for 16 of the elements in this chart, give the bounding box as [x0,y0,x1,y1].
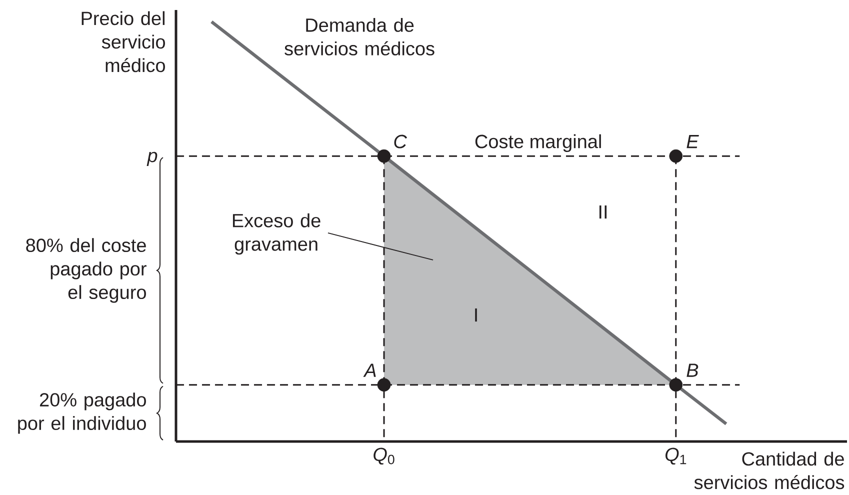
series-label: Demanda de servicios médicos [284,18,434,56]
x-axis-title: Cantidad de servicios médicos [694,452,844,490]
text: 80% del coste pagado por el seguro [26,238,146,303]
annotation: p [146,152,158,166]
annotation: I [475,308,477,322]
annotation: E [686,134,699,148]
y-axis-title: Precio del servicio médico [82,11,165,72]
annotation: II [599,205,607,219]
annotation: Exceso de gravamen [232,213,320,255]
x-tick-label: Q$_{1}$ [666,448,686,465]
x-tick-label: Q$_{0}$ [374,448,394,465]
annotation: Coste marginal [475,134,601,152]
text: 20% pagado por el individuo [18,392,146,434]
annotation: A [363,364,376,377]
annotation: C [394,134,408,148]
annotation: B [686,364,698,377]
